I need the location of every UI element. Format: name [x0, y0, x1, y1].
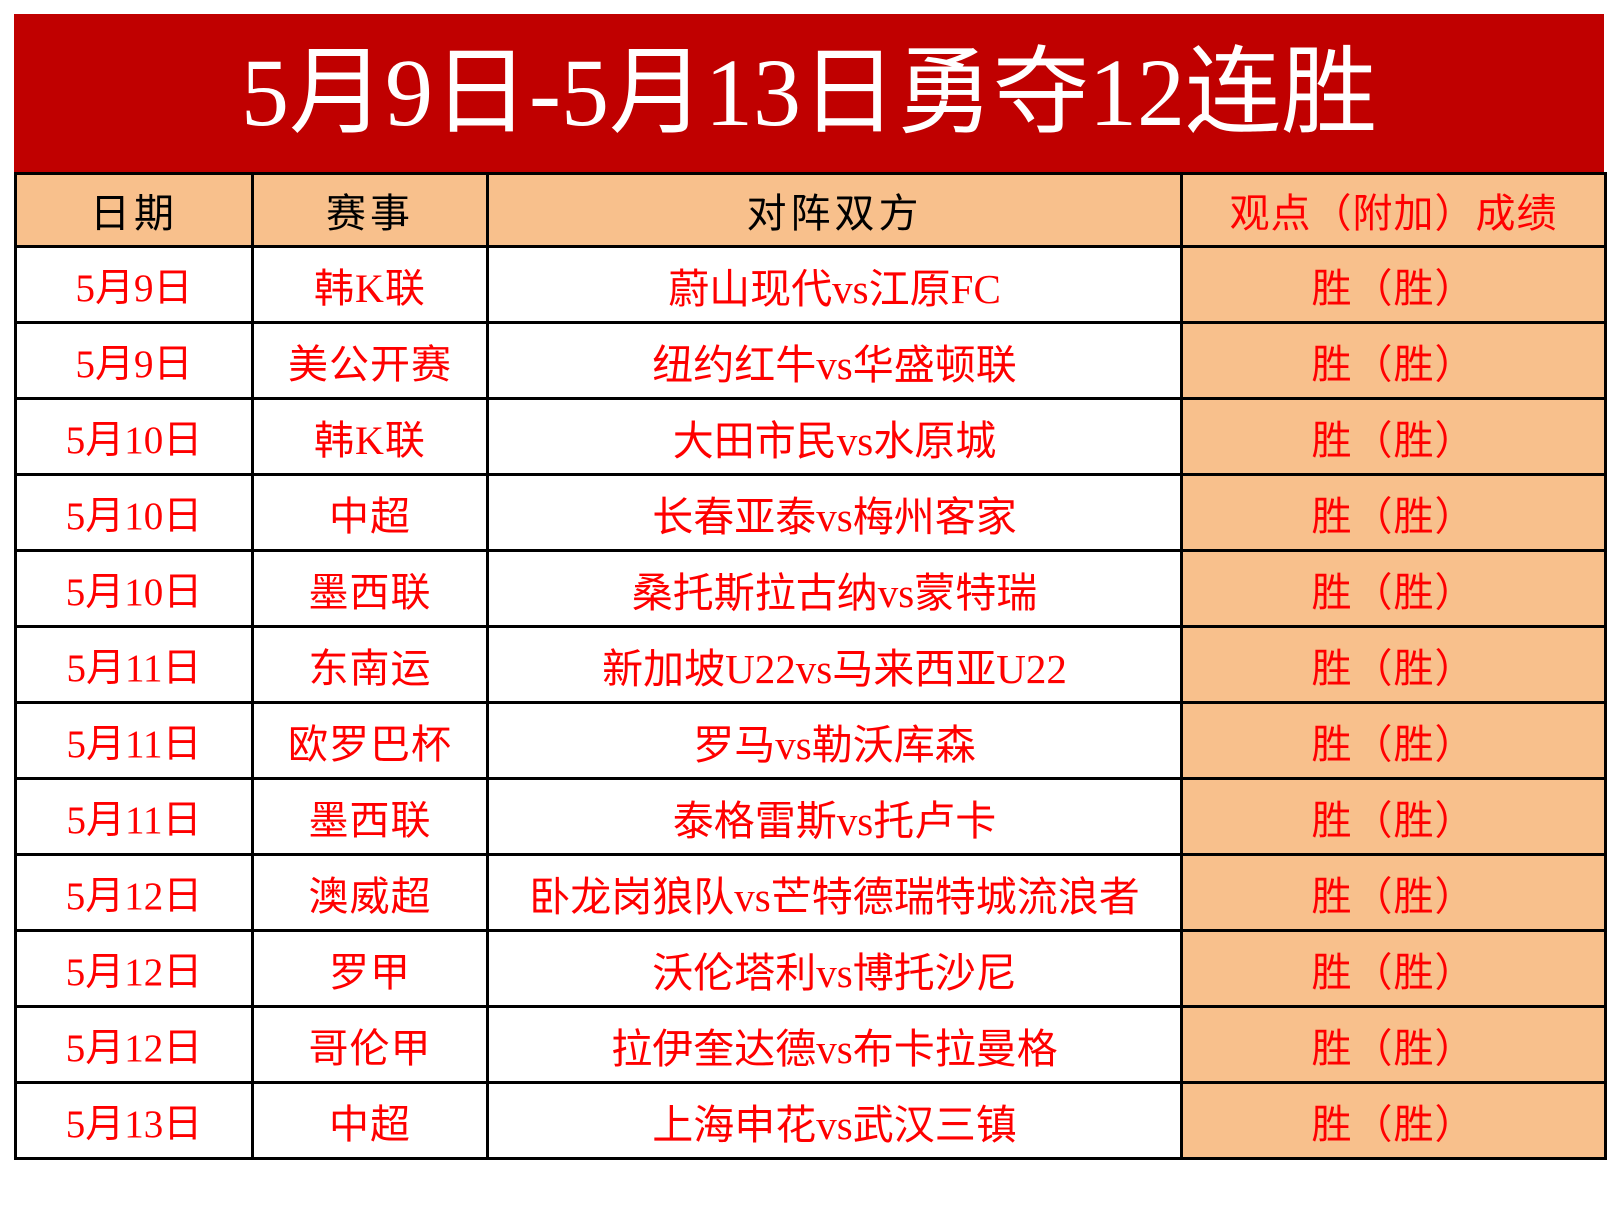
- cell-date: 5月12日: [14, 1005, 254, 1084]
- cell-matchup: 沃伦塔利vs博托沙尼: [486, 929, 1183, 1008]
- table-row: 5月13日 中超 上海申花vs武汉三镇 胜（胜）: [14, 1081, 1607, 1160]
- column-header-competition: 赛事: [251, 172, 489, 248]
- cell-date: 5月13日: [14, 1081, 254, 1160]
- cell-competition: 墨西联: [251, 777, 489, 856]
- cell-competition: 欧罗巴杯: [251, 701, 489, 780]
- cell-date: 5月12日: [14, 853, 254, 932]
- cell-date: 5月9日: [14, 321, 254, 400]
- table-row: 5月11日 欧罗巴杯 罗马vs勒沃库森 胜（胜）: [14, 701, 1607, 780]
- table-row: 5月11日 墨西联 泰格雷斯vs托卢卡 胜（胜）: [14, 777, 1607, 856]
- cell-competition: 美公开赛: [251, 321, 489, 400]
- cell-date: 5月10日: [14, 473, 254, 552]
- cell-result: 胜（胜）: [1180, 625, 1607, 704]
- page-title: 5月9日-5月13日勇夺12连胜: [241, 39, 1377, 146]
- cell-date: 5月11日: [14, 777, 254, 856]
- column-header-result: 观点（附加）成绩: [1180, 172, 1607, 248]
- cell-result: 胜（胜）: [1180, 1081, 1607, 1160]
- table-row: 5月12日 澳威超 卧龙岗狼队vs芒特德瑞特城流浪者 胜（胜）: [14, 853, 1607, 932]
- table-row: 5月11日 东南运 新加坡U22vs马来西亚U22 胜（胜）: [14, 625, 1607, 704]
- cell-result: 胜（胜）: [1180, 701, 1607, 780]
- cell-competition: 澳威超: [251, 853, 489, 932]
- cell-result: 胜（胜）: [1180, 397, 1607, 476]
- table-header: 日期 赛事 对阵双方 观点（附加）成绩: [14, 172, 1607, 248]
- title-banner: 5月9日-5月13日勇夺12连胜: [14, 14, 1604, 172]
- cell-matchup: 泰格雷斯vs托卢卡: [486, 777, 1183, 856]
- table-row: 5月12日 哥伦甲 拉伊奎达德vs布卡拉曼格 胜（胜）: [14, 1005, 1607, 1084]
- table-row: 5月9日 韩K联 蔚山现代vs江原FC 胜（胜）: [14, 245, 1607, 324]
- table-row: 5月9日 美公开赛 纽约红牛vs华盛顿联 胜（胜）: [14, 321, 1607, 400]
- cell-competition: 墨西联: [251, 549, 489, 628]
- table-row: 5月10日 韩K联 大田市民vs水原城 胜（胜）: [14, 397, 1607, 476]
- table-row: 5月10日 墨西联 桑托斯拉古纳vs蒙特瑞 胜（胜）: [14, 549, 1607, 628]
- cell-competition: 韩K联: [251, 245, 489, 324]
- cell-result: 胜（胜）: [1180, 321, 1607, 400]
- cell-date: 5月9日: [14, 245, 254, 324]
- cell-matchup: 卧龙岗狼队vs芒特德瑞特城流浪者: [486, 853, 1183, 932]
- table-row: 5月10日 中超 长春亚泰vs梅州客家 胜（胜）: [14, 473, 1607, 552]
- cell-date: 5月11日: [14, 701, 254, 780]
- cell-matchup: 新加坡U22vs马来西亚U22: [486, 625, 1183, 704]
- cell-result: 胜（胜）: [1180, 473, 1607, 552]
- cell-matchup: 长春亚泰vs梅州客家: [486, 473, 1183, 552]
- cell-result: 胜（胜）: [1180, 777, 1607, 856]
- cell-result: 胜（胜）: [1180, 929, 1607, 1008]
- cell-result: 胜（胜）: [1180, 245, 1607, 324]
- cell-matchup: 纽约红牛vs华盛顿联: [486, 321, 1183, 400]
- cell-matchup: 拉伊奎达德vs布卡拉曼格: [486, 1005, 1183, 1084]
- cell-date: 5月11日: [14, 625, 254, 704]
- cell-matchup: 蔚山现代vs江原FC: [486, 245, 1183, 324]
- cell-date: 5月10日: [14, 397, 254, 476]
- cell-competition: 中超: [251, 1081, 489, 1160]
- table-row: 5月12日 罗甲 沃伦塔利vs博托沙尼 胜（胜）: [14, 929, 1607, 1008]
- column-header-matchup: 对阵双方: [486, 172, 1183, 248]
- column-header-date: 日期: [14, 172, 254, 248]
- cell-date: 5月12日: [14, 929, 254, 1008]
- cell-competition: 哥伦甲: [251, 1005, 489, 1084]
- cell-matchup: 上海申花vs武汉三镇: [486, 1081, 1183, 1160]
- cell-date: 5月10日: [14, 549, 254, 628]
- match-results-table: 日期 赛事 对阵双方 观点（附加）成绩 5月9日 韩K联 蔚山现代vs江原FC 胜（胜…: [14, 172, 1607, 1160]
- cell-result: 胜（胜）: [1180, 853, 1607, 932]
- cell-matchup: 大田市民vs水原城: [486, 397, 1183, 476]
- cell-competition: 东南运: [251, 625, 489, 704]
- cell-result: 胜（胜）: [1180, 549, 1607, 628]
- cell-matchup: 桑托斯拉古纳vs蒙特瑞: [486, 549, 1183, 628]
- cell-competition: 韩K联: [251, 397, 489, 476]
- table-body: 5月9日 韩K联 蔚山现代vs江原FC 胜（胜） 5月9日 美公开赛 纽约红牛vs华盛顿联胜…: [14, 245, 1607, 1160]
- cell-result: 胜（胜）: [1180, 1005, 1607, 1084]
- table-header-row: 日期 赛事 对阵双方 观点（附加）成绩: [14, 172, 1607, 248]
- cell-matchup: 罗马vs勒沃库森: [486, 701, 1183, 780]
- cell-competition: 罗甲: [251, 929, 489, 1008]
- cell-competition: 中超: [251, 473, 489, 552]
